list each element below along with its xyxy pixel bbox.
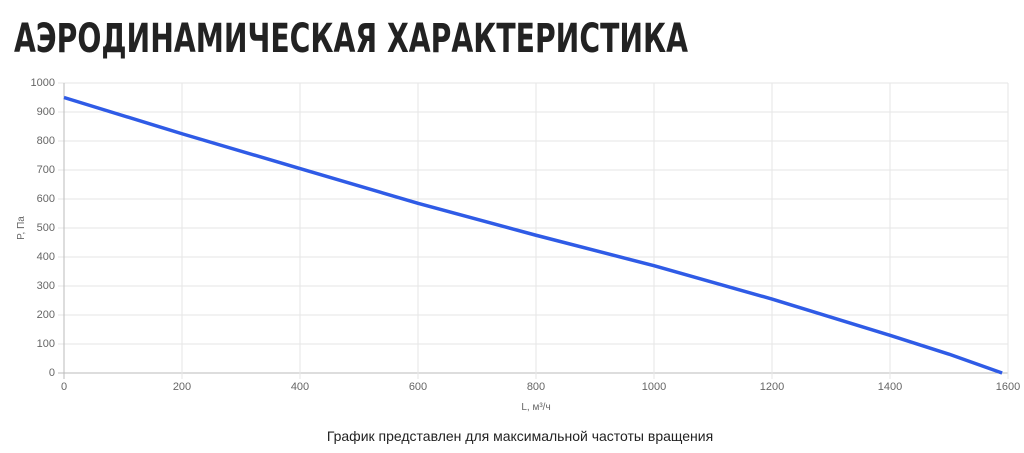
y-tick-label: 400 [37, 251, 55, 263]
y-tick-label: 700 [37, 164, 55, 176]
x-tick-label: 1000 [642, 381, 666, 393]
x-tick-label: 200 [173, 381, 191, 393]
y-tick-label: 1000 [31, 77, 55, 89]
x-tick-label: 800 [527, 381, 545, 393]
x-tick-label: 400 [291, 381, 309, 393]
y-tick-label: 200 [37, 309, 55, 321]
x-axis-label: L, м³/ч [521, 402, 550, 413]
data-line [63, 95, 1003, 375]
y-tick-label: 900 [37, 106, 55, 118]
y-tick-label: 600 [37, 193, 55, 205]
y-axis-label: P, Па [16, 216, 27, 240]
x-tick-label: 1600 [996, 381, 1020, 393]
chart-title: АЭРОДИНАМИЧЕСКАЯ ХАРАКТЕРИСТИКА [14, 16, 688, 62]
chart-note: График представлен для максимальной част… [327, 428, 713, 444]
y-tick-label: 0 [49, 367, 55, 379]
x-tick-label: 1200 [760, 381, 784, 393]
y-tick-label: 300 [37, 280, 55, 292]
x-tick-label: 0 [61, 381, 67, 393]
x-tick-label: 600 [409, 381, 427, 393]
x-tick-label: 1400 [878, 381, 902, 393]
y-tick-label: 100 [37, 338, 55, 350]
y-tick-label: 500 [37, 222, 55, 234]
y-tick-label: 800 [37, 135, 55, 147]
